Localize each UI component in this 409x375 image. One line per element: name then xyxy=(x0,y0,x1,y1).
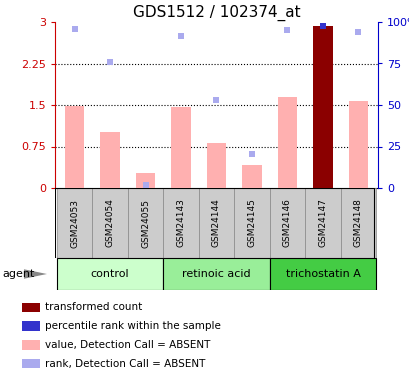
Bar xyxy=(22,340,39,350)
Bar xyxy=(234,188,269,258)
Text: retinoic acid: retinoic acid xyxy=(182,269,250,279)
Text: GSM24148: GSM24148 xyxy=(353,199,362,248)
Text: GSM24055: GSM24055 xyxy=(141,198,150,248)
Text: control: control xyxy=(90,269,129,279)
Bar xyxy=(269,188,304,258)
Bar xyxy=(22,321,39,331)
Bar xyxy=(171,107,190,188)
Text: value, Detection Call = ABSENT: value, Detection Call = ABSENT xyxy=(45,340,210,350)
Bar xyxy=(65,106,84,188)
Bar xyxy=(163,258,269,290)
Bar xyxy=(304,188,340,258)
Bar xyxy=(128,188,163,258)
Text: transformed count: transformed count xyxy=(45,302,142,312)
Bar xyxy=(56,188,92,258)
Text: agent: agent xyxy=(2,269,34,279)
Text: GSM24147: GSM24147 xyxy=(318,199,327,248)
Bar xyxy=(242,165,261,188)
Text: GSM24053: GSM24053 xyxy=(70,198,79,248)
Bar xyxy=(348,101,367,188)
Text: GSM24145: GSM24145 xyxy=(247,199,256,248)
Text: GSM24054: GSM24054 xyxy=(105,199,114,248)
Bar xyxy=(312,26,332,188)
Text: GSM24143: GSM24143 xyxy=(176,199,185,248)
Bar xyxy=(56,258,163,290)
Polygon shape xyxy=(24,269,47,279)
Bar xyxy=(277,97,297,188)
Bar xyxy=(163,188,198,258)
Text: rank, Detection Call = ABSENT: rank, Detection Call = ABSENT xyxy=(45,358,205,369)
Bar xyxy=(269,258,375,290)
Bar xyxy=(22,303,39,312)
Bar xyxy=(340,188,375,258)
Title: GDS1512 / 102374_at: GDS1512 / 102374_at xyxy=(133,4,299,21)
Bar xyxy=(198,188,234,258)
Text: GSM24144: GSM24144 xyxy=(211,199,220,248)
Bar xyxy=(22,359,39,368)
Text: percentile rank within the sample: percentile rank within the sample xyxy=(45,321,220,331)
Bar xyxy=(206,142,226,188)
Bar xyxy=(135,173,155,188)
Bar xyxy=(92,188,128,258)
Text: trichostatin A: trichostatin A xyxy=(285,269,360,279)
Text: GSM24146: GSM24146 xyxy=(282,199,291,248)
Bar xyxy=(100,132,119,188)
